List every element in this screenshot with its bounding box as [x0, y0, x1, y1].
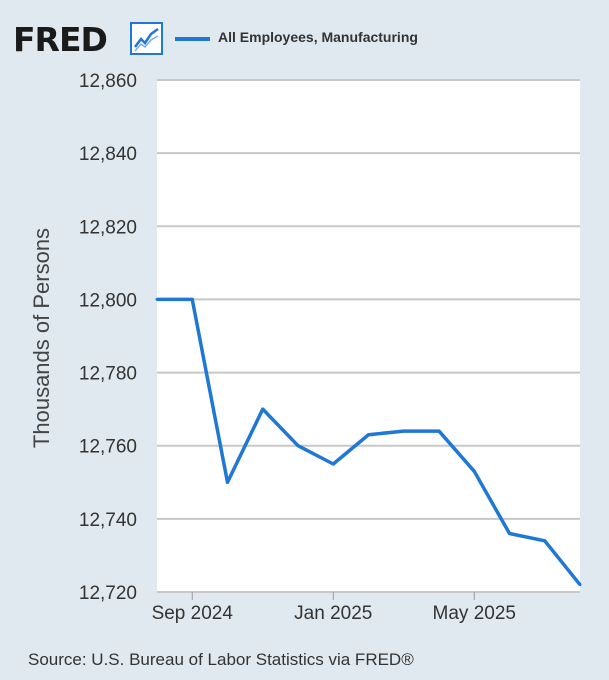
plot-area — [157, 80, 580, 592]
y-tick-label: 12,800 — [79, 290, 137, 311]
x-tick-label: May 2025 — [433, 603, 516, 624]
line-chart: 12,720 12,740 12,760 12,780 12,800 12,820 12,8… — [79, 71, 582, 624]
y-tick-label: 12,820 — [79, 217, 137, 238]
data-point — [367, 433, 370, 437]
y-tick-label: 12,860 — [79, 71, 137, 92]
data-point — [296, 444, 300, 448]
x-axis-ticks: Sep 2024 Jan 2025 May 2025 — [152, 592, 516, 624]
y-axis-ticks: 12,720 12,740 12,760 12,780 12,800 12,820 12,8… — [79, 71, 137, 604]
data-point — [261, 407, 265, 411]
chart-line-icon — [130, 22, 163, 55]
data-point — [331, 462, 335, 466]
x-tick-label: Jan 2025 — [294, 603, 372, 624]
data-point — [472, 469, 476, 473]
data-point — [508, 531, 511, 535]
data-point — [402, 429, 406, 433]
data-point — [543, 539, 547, 543]
data-point — [437, 429, 441, 433]
source-note: Source: U.S. Bureau of Labor Statistics … — [28, 650, 414, 669]
y-tick-label: 12,780 — [79, 364, 137, 385]
y-tick-label: 12,840 — [79, 144, 137, 165]
series-points — [155, 297, 582, 587]
gridlines — [157, 79, 580, 593]
data-point — [155, 297, 159, 301]
y-tick-label: 12,740 — [79, 510, 137, 531]
fred-logo[interactable]: FRED — [13, 20, 108, 59]
data-point — [578, 583, 582, 587]
legend-label: All Employees, Manufacturing — [218, 29, 418, 45]
x-tick-label: Sep 2024 — [152, 603, 234, 624]
y-tick-label: 12,720 — [79, 583, 137, 604]
chart-header: FRED All Employees, Manufacturing — [0, 0, 609, 62]
legend-swatch — [175, 37, 210, 41]
y-tick-label: 12,760 — [79, 437, 137, 458]
data-point — [190, 297, 194, 301]
data-point — [226, 480, 229, 484]
